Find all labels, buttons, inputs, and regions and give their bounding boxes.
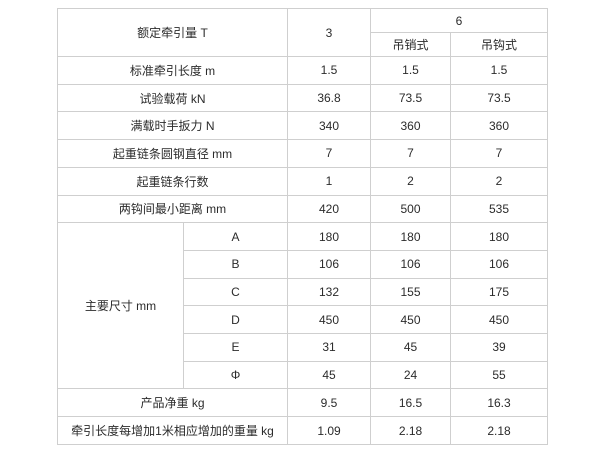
spec-row-label: 两钩间最小距离 mm — [56, 194, 289, 224]
footer-cell: 16.5 — [370, 388, 452, 418]
dim-cell: 106 — [450, 249, 549, 279]
dim-row-D: D 450 450 450 — [58, 305, 549, 335]
dim-row-C: C 132 155 175 — [58, 277, 549, 307]
spec-row-traction-length: 标准牵引长度 m 1.5 1.5 1.5 — [56, 56, 549, 85]
dim-cell: 55 — [450, 360, 549, 390]
header-rated-capacity-label: 额定牵引量 T — [56, 7, 289, 58]
footer-cell: 9.5 — [287, 388, 372, 418]
spec-row-label: 起重链条圆钢直径 mm — [56, 139, 289, 168]
spec-table: 额定牵引量 T 3 6 吊销式 吊钩式 标准牵引长度 m 1.5 1.5 1.5… — [56, 7, 549, 445]
dim-row-B: B 106 106 106 — [58, 249, 549, 279]
spec-cell: 360 — [370, 111, 452, 141]
header-row-subtypes: 吊销式 吊钩式 — [58, 32, 549, 58]
dim-cell: 180 — [370, 222, 452, 251]
dims-group-label: 主要尺寸 mm — [57, 222, 184, 390]
spec-cell: 360 — [450, 111, 549, 141]
spec-cell: 535 — [450, 194, 549, 224]
dim-row-label: B — [182, 249, 289, 279]
dim-cell: 45 — [370, 333, 452, 362]
dim-cell: 175 — [450, 277, 549, 307]
dim-row-A: 主要尺寸 mm A 180 180 180 — [57, 222, 549, 390]
footer-row-weight-per-meter: 牵引长度每增加1米相应增加的重量 kg 1.09 2.18 2.18 — [56, 416, 549, 445]
spec-row-min-hook-distance: 两钩间最小距离 mm 420 500 535 — [56, 194, 549, 224]
spec-cell: 73.5 — [370, 83, 452, 113]
header-subtype-hook: 吊钩式 — [450, 32, 549, 58]
spec-row-chain-strands: 起重链条行数 1 2 2 — [56, 166, 549, 196]
dim-cell: 450 — [370, 305, 452, 335]
dim-row-label: Φ — [182, 360, 289, 390]
spec-cell: 500 — [370, 194, 452, 224]
dim-row-label: C — [182, 277, 289, 307]
dim-row-E: E 31 45 39 — [58, 333, 549, 362]
footer-cell: 1.09 — [287, 416, 372, 445]
header-subtype-pin: 吊销式 — [370, 32, 452, 58]
spec-row-hand-pull: 满载时手扳力 N 340 360 360 — [56, 111, 549, 141]
spec-row-label: 起重链条行数 — [56, 166, 289, 196]
spec-row-label: 试验载荷 kN — [56, 83, 289, 113]
spec-cell: 2 — [370, 166, 452, 196]
spec-cell: 1.5 — [370, 56, 452, 85]
header-row-top: 额定牵引量 T 3 6 — [56, 7, 549, 58]
dim-cell: 450 — [287, 305, 372, 335]
footer-cell: 2.18 — [370, 416, 452, 445]
spec-row-label: 标准牵引长度 m — [56, 56, 289, 85]
spec-cell: 73.5 — [450, 83, 549, 113]
spec-row-label: 满载时手扳力 N — [56, 111, 289, 141]
dim-cell: 180 — [450, 222, 549, 251]
dim-cell: 106 — [287, 249, 372, 279]
footer-row-label: 产品净重 kg — [56, 388, 289, 418]
spec-row-chain-diameter: 起重链条圆钢直径 mm 7 7 7 — [56, 139, 549, 168]
dim-cell: 132 — [287, 277, 372, 307]
spec-cell: 340 — [287, 111, 372, 141]
dim-cell: 45 — [287, 360, 372, 390]
dim-row-phi: Φ 45 24 55 — [58, 360, 549, 390]
dim-cell: 106 — [370, 249, 452, 279]
header-capacity-6: 6 — [370, 7, 549, 34]
spec-cell: 36.8 — [287, 83, 372, 113]
spec-row-test-load: 试验载荷 kN 36.8 73.5 73.5 — [56, 83, 549, 113]
spec-cell: 7 — [370, 139, 452, 168]
spec-cell: 7 — [287, 139, 372, 168]
footer-row-label: 牵引长度每增加1米相应增加的重量 kg — [56, 416, 289, 445]
spec-cell: 7 — [450, 139, 549, 168]
dim-cell: 180 — [287, 222, 372, 251]
footer-row-net-weight: 产品净重 kg 9.5 16.5 16.3 — [56, 388, 549, 418]
footer-cell: 2.18 — [450, 416, 549, 445]
spec-cell: 1.5 — [287, 56, 372, 85]
spec-cell: 1 — [287, 166, 372, 196]
spec-cell: 1.5 — [450, 56, 549, 85]
header-capacity-3: 3 — [287, 7, 372, 58]
dim-row-label: E — [182, 333, 289, 362]
dim-cell: 450 — [450, 305, 549, 335]
dim-row-label: A — [182, 222, 289, 251]
dim-cell: 24 — [370, 360, 452, 390]
footer-cell: 16.3 — [450, 388, 549, 418]
dim-row-label: D — [182, 305, 289, 335]
dim-cell: 31 — [287, 333, 372, 362]
spec-cell: 420 — [287, 194, 372, 224]
dim-cell: 39 — [450, 333, 549, 362]
dim-cell: 155 — [370, 277, 452, 307]
spec-cell: 2 — [450, 166, 549, 196]
